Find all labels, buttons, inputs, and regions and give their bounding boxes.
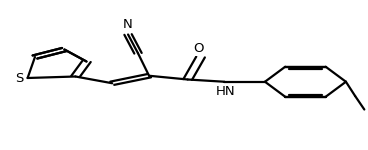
Text: N: N: [123, 18, 133, 31]
Text: S: S: [15, 72, 24, 84]
Text: HN: HN: [215, 85, 235, 98]
Text: O: O: [194, 42, 204, 54]
